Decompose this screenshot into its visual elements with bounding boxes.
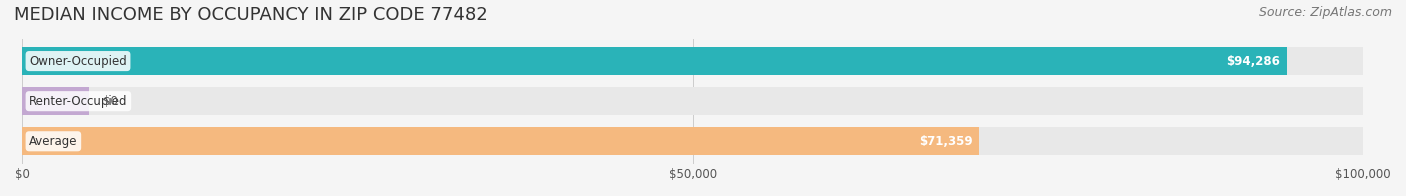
Bar — [22, 47, 1286, 75]
Text: Source: ZipAtlas.com: Source: ZipAtlas.com — [1258, 6, 1392, 19]
Text: Renter-Occupied: Renter-Occupied — [30, 95, 128, 108]
Text: $71,359: $71,359 — [920, 135, 973, 148]
Text: Average: Average — [30, 135, 77, 148]
Text: $0: $0 — [103, 95, 118, 108]
Bar — [22, 127, 979, 155]
Text: Owner-Occupied: Owner-Occupied — [30, 54, 127, 68]
Text: MEDIAN INCOME BY OCCUPANCY IN ZIP CODE 77482: MEDIAN INCOME BY OCCUPANCY IN ZIP CODE 7… — [14, 6, 488, 24]
Bar — [22, 47, 1364, 75]
Bar — [22, 87, 1364, 115]
Text: $94,286: $94,286 — [1226, 54, 1279, 68]
Bar — [22, 87, 90, 115]
Bar — [22, 127, 1364, 155]
